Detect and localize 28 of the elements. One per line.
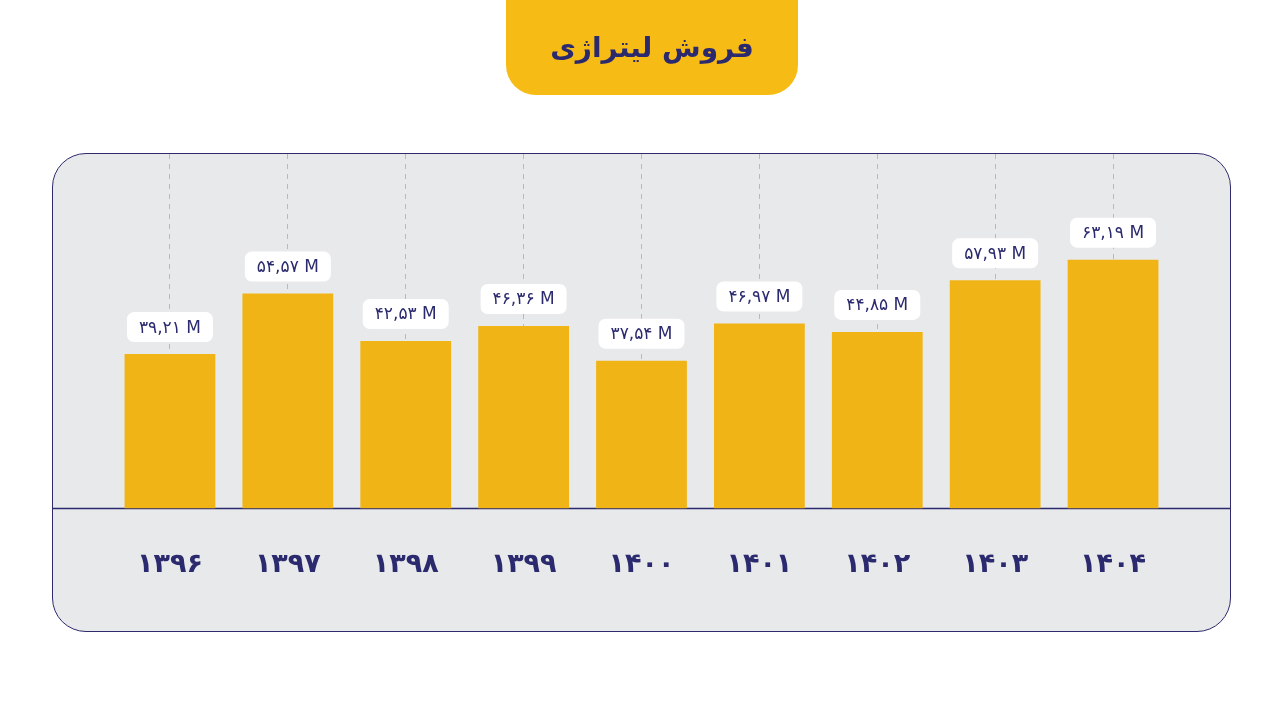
data-label: ۴۶,۹۷ M (728, 285, 791, 306)
data-label: ۴۲,۵۳ M (374, 303, 437, 324)
x-tick-label: ۱۴۰۱ (726, 546, 793, 578)
data-label: ۳۹,۲۱ M (138, 316, 201, 337)
x-tick-label: ۱۴۰۳ (962, 546, 1029, 578)
bar (831, 331, 923, 509)
bar (360, 341, 452, 509)
x-tick-label: ۱۴۰۲ (844, 546, 911, 578)
bar (478, 325, 569, 509)
x-tick-label: ۱۳۹۸ (372, 546, 440, 578)
data-label: ۵۴,۵۷ M (256, 256, 319, 277)
x-tick-label: ۱۳۹۷ (254, 546, 322, 578)
bar (596, 360, 687, 509)
data-label: ۵۷,۹۳ M (964, 242, 1027, 263)
x-tick-label: ۱۴۰۴ (1080, 546, 1147, 578)
bar (949, 280, 1041, 509)
data-label: ۴۶,۳۶ M (492, 288, 555, 309)
data-label: ۶۳,۱۹ M (1082, 222, 1145, 243)
chart-title: فروش لیتراژی (506, 0, 798, 95)
data-label: ۳۷,۵۴ M (610, 323, 673, 344)
bar (242, 293, 334, 509)
x-tick-label: ۱۴۰۰ (608, 546, 675, 578)
bar (1067, 259, 1159, 509)
x-tick-label: ۱۳۹۹ (490, 546, 557, 578)
bar (714, 323, 805, 509)
data-label: ۴۴,۸۵ M (846, 294, 909, 315)
x-tick-label: ۱۳۹۶ (136, 546, 203, 578)
bar (124, 354, 216, 509)
